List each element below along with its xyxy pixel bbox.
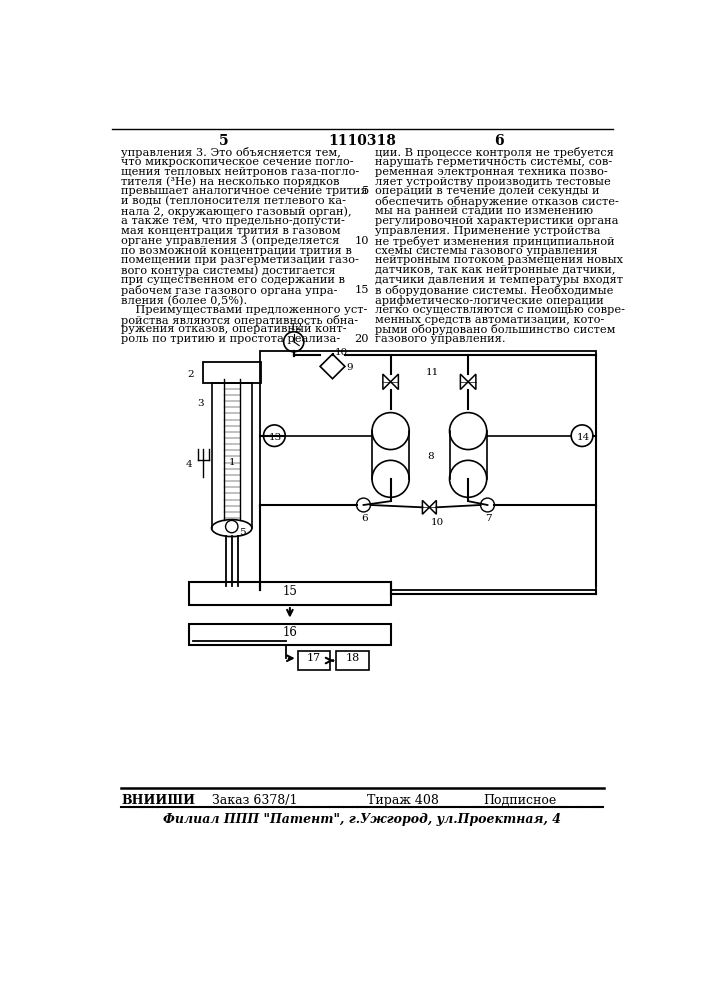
Text: и воды (теплоносителя петлевого ка-: и воды (теплоносителя петлевого ка- xyxy=(121,196,346,207)
Text: 8: 8 xyxy=(427,452,433,461)
Text: роль по тритию и простота реализа-: роль по тритию и простота реализа- xyxy=(121,334,340,344)
Text: ременная электронная техника позво-: ременная электронная техника позво- xyxy=(375,167,608,177)
Text: щения тепловых нейтронов газа-погло-: щения тепловых нейтронов газа-погло- xyxy=(121,167,359,177)
Text: что микроскопическое сечение погло-: что микроскопическое сечение погло- xyxy=(121,157,354,167)
Text: мы на ранней стадии по изменению: мы на ранней стадии по изменению xyxy=(375,206,593,216)
Text: менных средств автоматизации, кото-: менных средств автоматизации, кото- xyxy=(375,315,604,325)
Text: 5: 5 xyxy=(240,528,246,537)
Bar xyxy=(260,351,596,590)
Text: 3: 3 xyxy=(198,399,204,408)
Text: 6: 6 xyxy=(494,134,504,148)
Text: при существенном его содержании в: при существенном его содержании в xyxy=(121,275,345,285)
Text: управления 3. Это объясняется тем,: управления 3. Это объясняется тем, xyxy=(121,147,341,158)
Polygon shape xyxy=(422,500,429,514)
Text: 11: 11 xyxy=(426,368,439,377)
Text: а также тем, что предельно-допусти-: а также тем, что предельно-допусти- xyxy=(121,216,345,226)
Text: Филиал ППП "Патент", г.Ужгород, ул.Проектная, 4: Филиал ППП "Патент", г.Ужгород, ул.Проек… xyxy=(163,813,561,826)
Text: по возможной концентрации трития в: по возможной концентрации трития в xyxy=(121,246,352,256)
Text: 6: 6 xyxy=(361,514,368,523)
Text: управления. Применение устройства: управления. Применение устройства xyxy=(375,226,601,236)
Text: 1: 1 xyxy=(228,458,235,467)
Text: Подписное: Подписное xyxy=(484,794,557,807)
Text: Заказ 6378/1: Заказ 6378/1 xyxy=(212,794,298,807)
Bar xyxy=(337,651,369,670)
Text: 15: 15 xyxy=(282,585,298,598)
Text: мая концентрация трития в газовом: мая концентрация трития в газовом xyxy=(121,226,341,236)
Text: вого контура системы) достигается: вого контура системы) достигается xyxy=(121,265,335,276)
Bar xyxy=(203,362,261,383)
Text: обеспечить обнаружение отказов систе-: обеспечить обнаружение отказов систе- xyxy=(375,196,619,207)
Text: 18: 18 xyxy=(346,653,360,663)
Text: арифметическо-логические операции: арифметическо-логические операции xyxy=(375,295,604,306)
Text: нала 2, окружающего газовый орган),: нала 2, окружающего газовый орган), xyxy=(121,206,351,217)
Polygon shape xyxy=(468,374,476,389)
Text: схемы системы газового управления: схемы системы газового управления xyxy=(375,246,597,256)
Text: помещении при разгерметизации газо-: помещении при разгерметизации газо- xyxy=(121,255,358,265)
Text: 1110318: 1110318 xyxy=(328,134,396,148)
Text: датчики давления и температуры входят: датчики давления и температуры входят xyxy=(375,275,623,285)
Text: 12: 12 xyxy=(290,323,303,332)
Text: ВНИИШИ: ВНИИШИ xyxy=(121,794,195,807)
Text: органе управления 3 (определяется: органе управления 3 (определяется xyxy=(121,236,339,246)
Text: ружения отказов, оперативный конт-: ружения отказов, оперативный конт- xyxy=(121,324,346,334)
Text: 9: 9 xyxy=(346,363,353,372)
Text: 10: 10 xyxy=(335,348,348,357)
Text: нейтронным потоком размещения новых: нейтронным потоком размещения новых xyxy=(375,255,623,265)
Text: 16: 16 xyxy=(282,626,298,639)
Text: ляет устройству производить тестовые: ляет устройству производить тестовые xyxy=(375,177,611,187)
Polygon shape xyxy=(460,374,468,389)
Text: 5: 5 xyxy=(362,186,369,196)
Text: 13: 13 xyxy=(269,433,282,442)
Text: ции. В процессе контроля не требуется: ции. В процессе контроля не требуется xyxy=(375,147,614,158)
Polygon shape xyxy=(429,500,436,514)
Polygon shape xyxy=(383,374,391,389)
Text: рабочем газе газового органа упра-: рабочем газе газового органа упра- xyxy=(121,285,337,296)
Text: нарушать герметичность системы, сов-: нарушать герметичность системы, сов- xyxy=(375,157,612,167)
Text: 2: 2 xyxy=(187,370,194,379)
Bar xyxy=(298,651,330,670)
Text: 20: 20 xyxy=(354,334,369,344)
Text: газового управления.: газового управления. xyxy=(375,334,506,344)
Text: в оборудование системы. Необходимые: в оборудование системы. Необходимые xyxy=(375,285,614,296)
Text: не требует изменения принципиальной: не требует изменения принципиальной xyxy=(375,236,615,247)
Text: Тираж 408: Тираж 408 xyxy=(368,794,439,807)
Text: регулировочной характеристики органа: регулировочной характеристики органа xyxy=(375,216,619,226)
Text: превышает аналогичное сечение трития: превышает аналогичное сечение трития xyxy=(121,186,368,196)
Text: ройства являются оперативность обна-: ройства являются оперативность обна- xyxy=(121,315,358,326)
Bar xyxy=(189,624,391,645)
Text: рыми оборудовано большинство систем: рыми оборудовано большинство систем xyxy=(375,324,616,335)
Text: 14: 14 xyxy=(577,433,590,442)
Text: 5: 5 xyxy=(219,134,229,148)
Text: 4: 4 xyxy=(186,460,192,469)
Polygon shape xyxy=(391,374,398,389)
Text: 15: 15 xyxy=(354,285,369,295)
Text: 10: 10 xyxy=(431,518,444,527)
Text: Преимуществами предложенного уст-: Преимуществами предложенного уст- xyxy=(121,305,368,315)
Text: 17: 17 xyxy=(307,653,321,663)
Bar xyxy=(189,582,391,605)
Text: датчиков, так как нейтронные датчики,: датчиков, так как нейтронные датчики, xyxy=(375,265,616,275)
Text: 10: 10 xyxy=(354,236,369,246)
Text: операции в течение долей секунды и: операции в течение долей секунды и xyxy=(375,186,600,196)
Text: легко осуществляются с помощью совре-: легко осуществляются с помощью совре- xyxy=(375,305,625,315)
Text: вления (более 0,5%).: вления (более 0,5%). xyxy=(121,295,247,306)
Text: 7: 7 xyxy=(485,514,492,523)
Text: тителя (³He) на несколько порядков: тителя (³He) на несколько порядков xyxy=(121,177,339,187)
